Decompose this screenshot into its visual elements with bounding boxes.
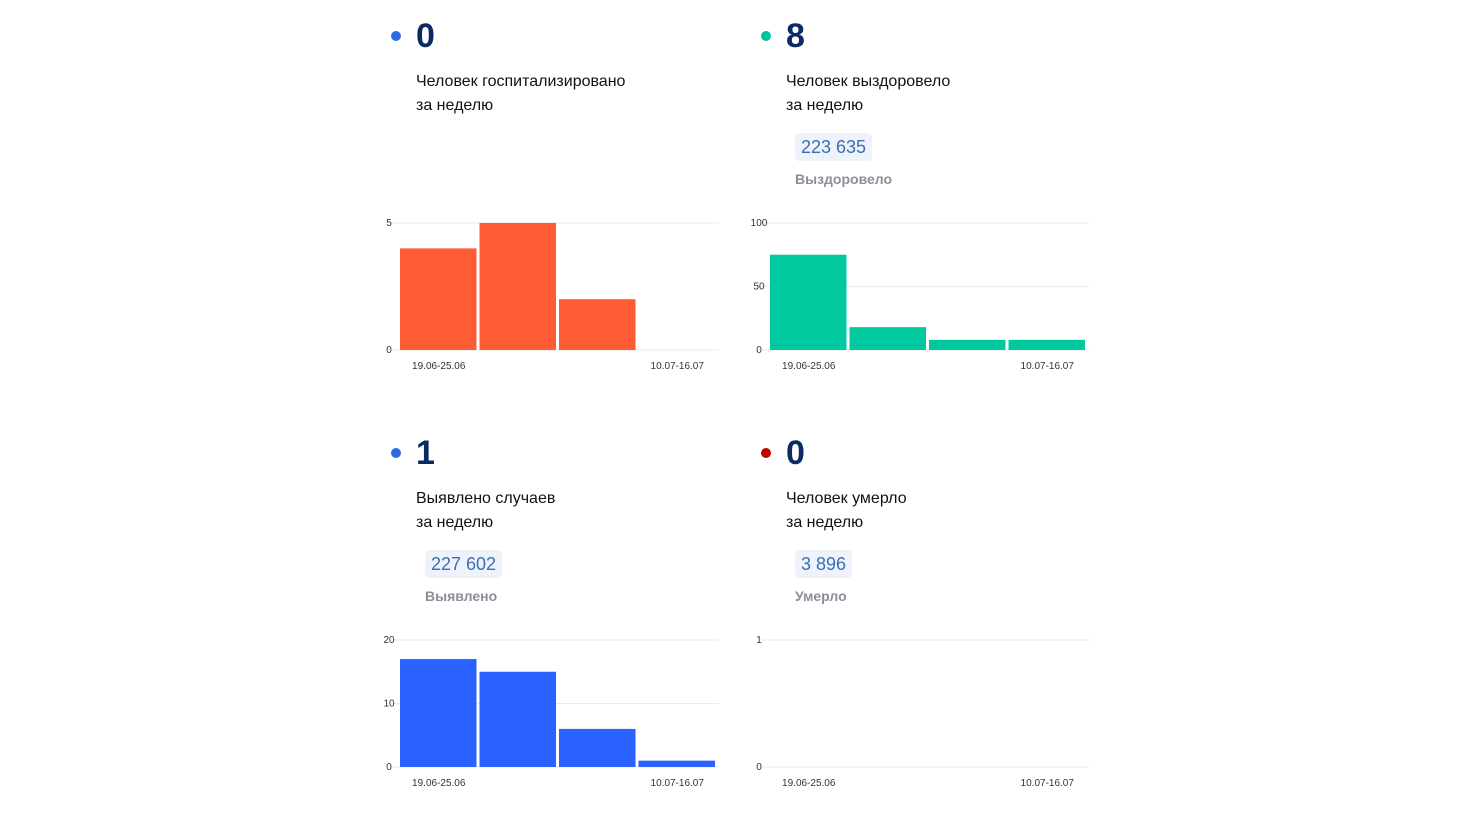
x-tick-label: 10.07-16.07 (1021, 778, 1075, 789)
total-label: Умерло (795, 588, 847, 604)
status-dot (761, 31, 771, 41)
status-dot (391, 448, 401, 458)
bar[interactable] (400, 248, 477, 350)
cases-card: 1 Выявлено случаев за неделю 227 602 Выя… (383, 417, 731, 817)
recovered-bar-chart: 0 50 100 19.06-25.06 10.07-16.07 (751, 218, 1089, 372)
total-label: Выздоровело (795, 171, 893, 187)
x-tick-label: 10.07-16.07 (651, 361, 705, 372)
bar[interactable] (849, 327, 927, 350)
bar[interactable] (1008, 339, 1086, 350)
bar[interactable] (479, 223, 557, 350)
bar[interactable] (400, 659, 477, 767)
bar[interactable] (770, 254, 847, 350)
x-tick-label: 19.06-25.06 (782, 361, 836, 372)
y-tick-label: 10 (383, 699, 395, 710)
x-tick-label: 19.06-25.06 (412, 778, 466, 789)
hospitalized-bar-chart: 0 5 19.06-25.06 10.07-16.07 (386, 218, 719, 372)
weekly-description: Выявлено случаев за неделю (416, 490, 556, 531)
y-tick-label: 50 (753, 282, 765, 293)
weekly-description: Человек умерло за неделю (786, 490, 907, 531)
total-badge: 223 635 (795, 133, 873, 161)
x-tick-label: 10.07-16.07 (651, 778, 705, 789)
total-badge: 227 602 (425, 550, 503, 578)
weekly-description: Человек выздоровело за неделю (786, 73, 951, 114)
weekly-description: Человек госпитализировано за неделю (416, 73, 626, 114)
bar[interactable] (559, 728, 636, 767)
weekly-value: 0 (786, 434, 805, 472)
y-tick-label: 1 (756, 635, 762, 646)
bar[interactable] (479, 671, 557, 767)
recovered-card: 8 Человек выздоровело за неделю 223 635 … (751, 0, 1101, 400)
weekly-value: 1 (416, 434, 435, 472)
y-tick-label: 0 (386, 345, 392, 356)
deaths-card: 0 Человек умерло за неделю 3 896 Умерло … (756, 417, 1101, 817)
y-tick-label: 5 (386, 218, 392, 229)
weekly-value: 0 (416, 17, 435, 55)
bar[interactable] (559, 299, 636, 350)
x-tick-label: 10.07-16.07 (1021, 361, 1075, 372)
bar[interactable] (929, 339, 1006, 350)
total-label: Выявлено (425, 588, 498, 604)
hospitalized-card: 0 Человек госпитализировано за неделю 0 5… (386, 0, 731, 400)
deaths-bar-chart: 0 1 19.06-25.06 10.07-16.07 (756, 635, 1089, 789)
y-tick-label: 0 (756, 762, 762, 773)
y-tick-label: 100 (751, 218, 768, 229)
y-tick-label: 0 (756, 345, 762, 356)
y-tick-label: 0 (386, 762, 392, 773)
bar[interactable] (638, 760, 716, 767)
y-tick-label: 20 (383, 635, 395, 646)
weekly-value: 8 (786, 17, 805, 55)
status-dot (391, 31, 401, 41)
x-tick-label: 19.06-25.06 (782, 778, 836, 789)
cases-bar-chart: 0 10 20 19.06-25.06 10.07-16.07 (383, 635, 719, 789)
total-badge: 3 896 (795, 550, 853, 578)
status-dot (761, 448, 771, 458)
x-tick-label: 19.06-25.06 (412, 361, 466, 372)
